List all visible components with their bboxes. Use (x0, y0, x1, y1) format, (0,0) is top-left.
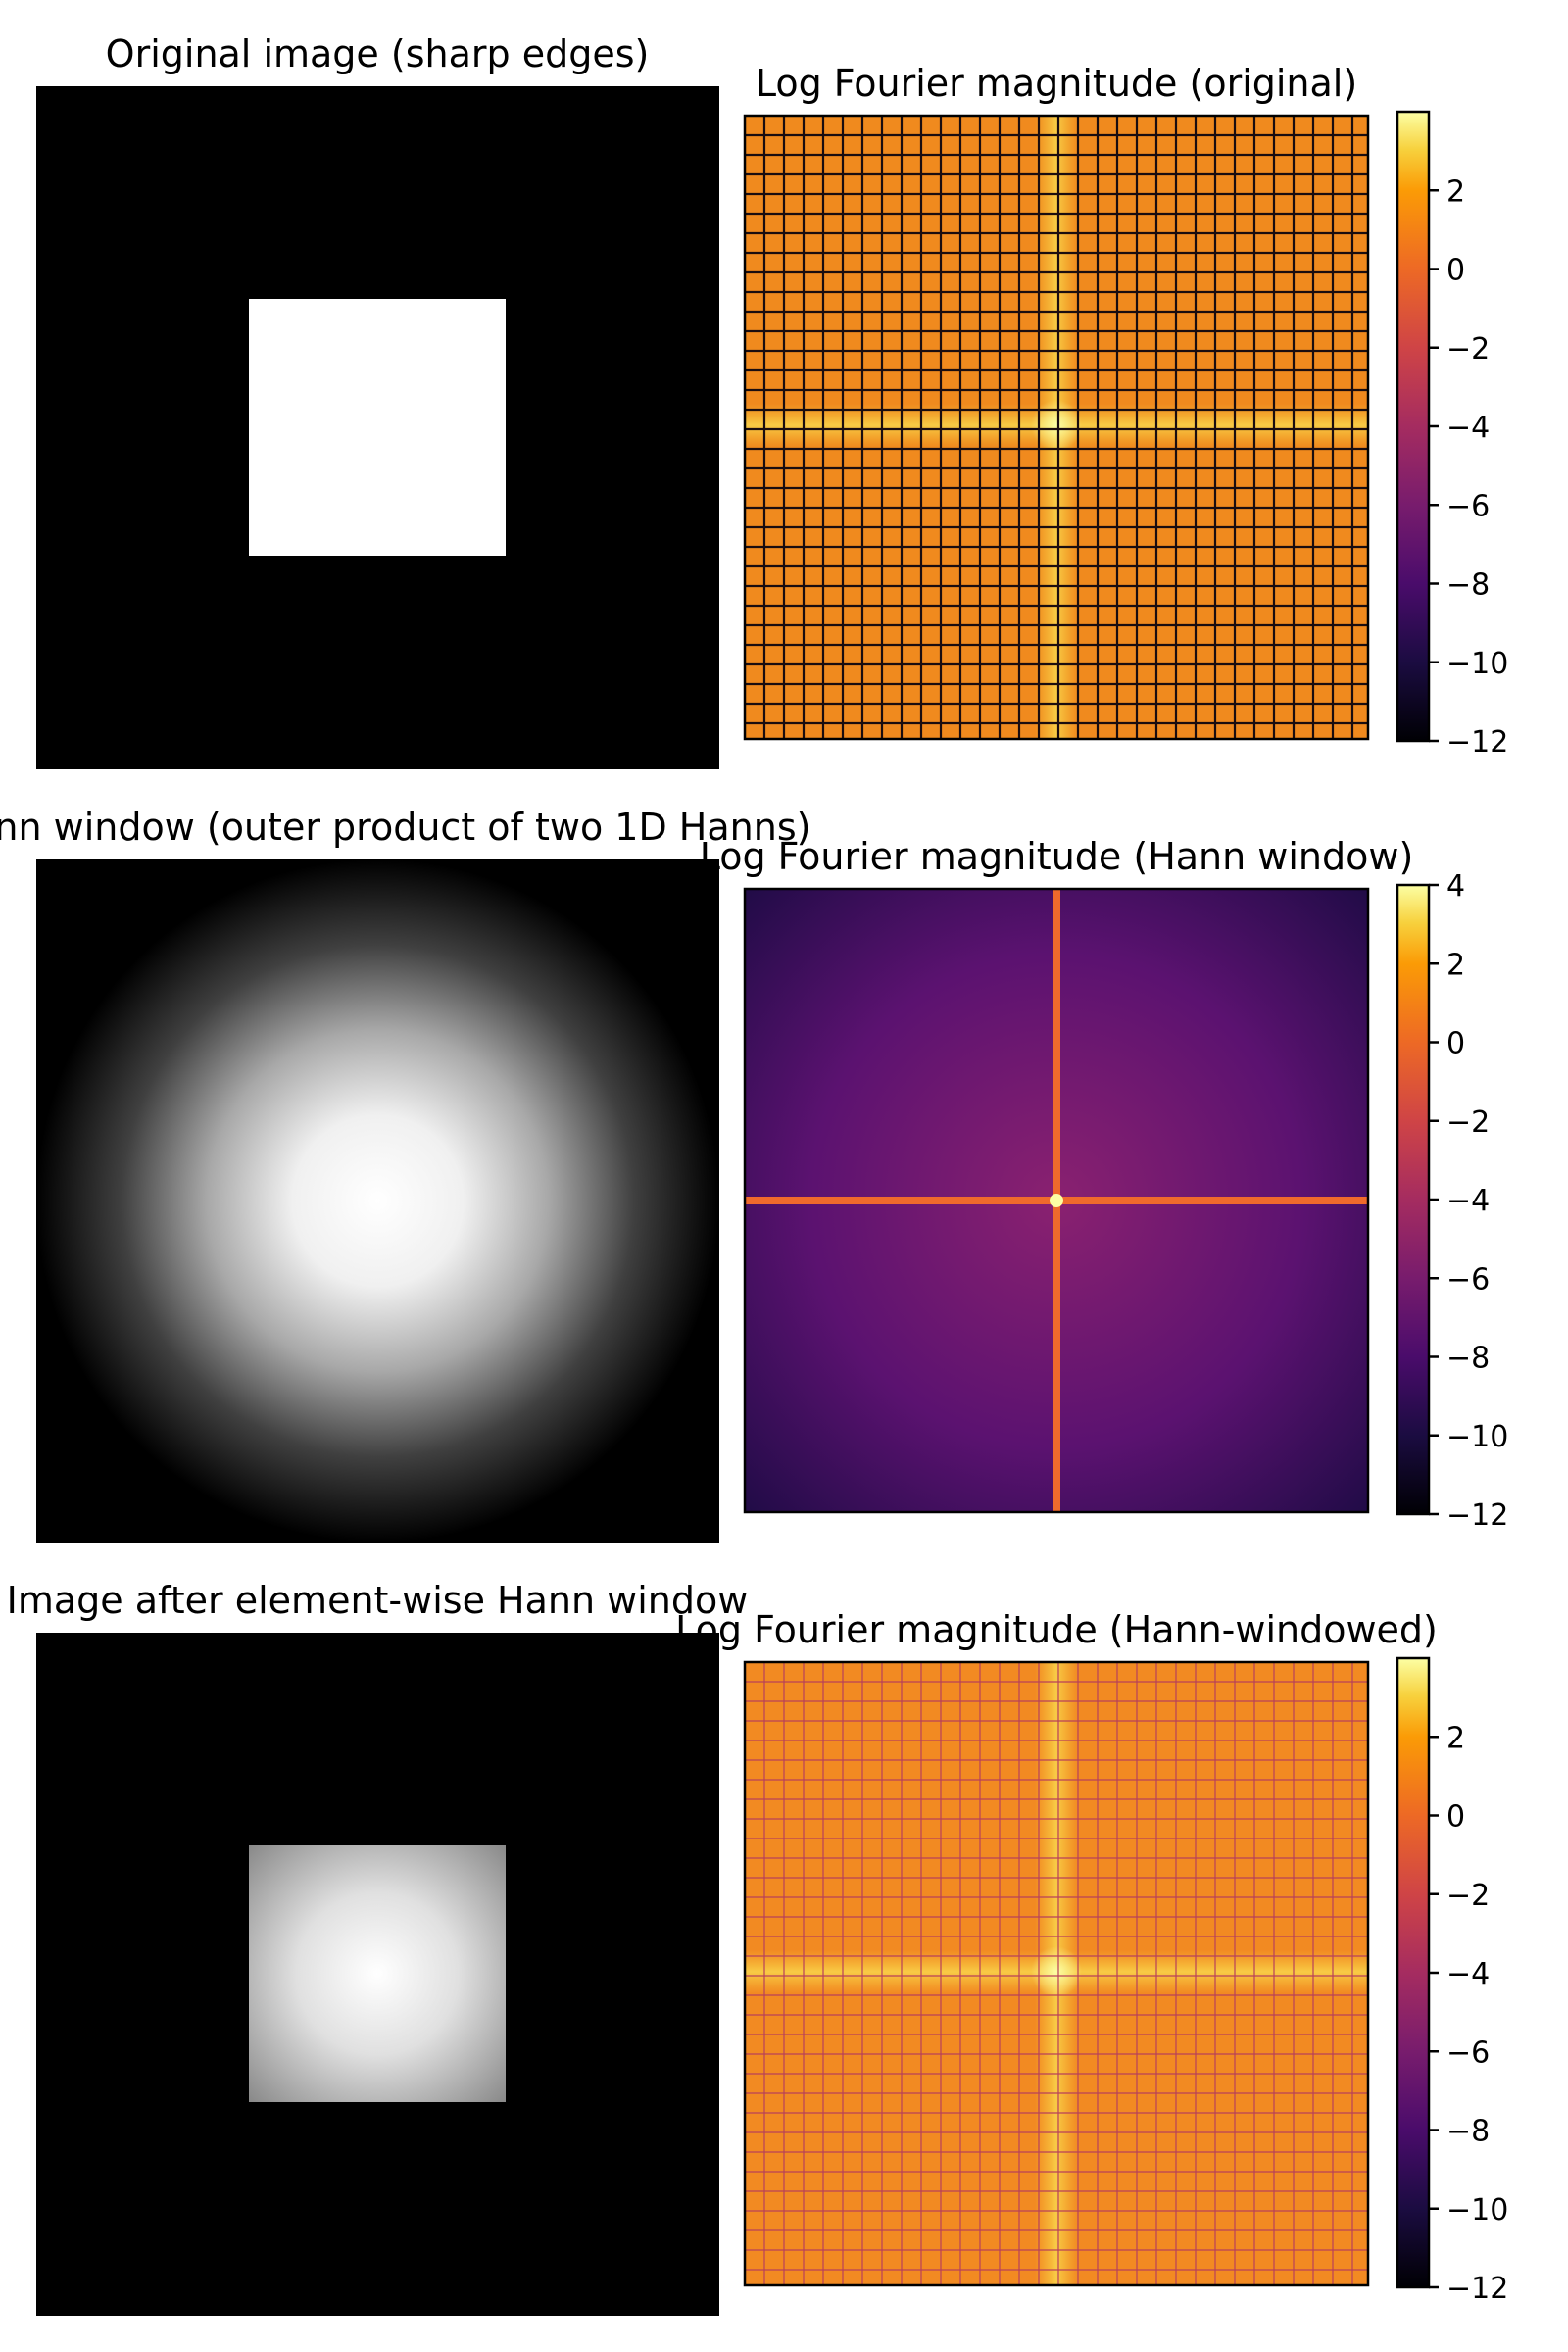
original-image-title: Original image (sharp edges) (106, 32, 650, 75)
colorbar-tick-label: −2 (1446, 1879, 1490, 1913)
log-fourier-hann-windowed-frame (743, 1660, 1370, 2287)
windowed-image-title: Image after element-wise Hann window (7, 1579, 749, 1622)
original-image-square (249, 299, 506, 556)
colorbar-tick-label: −10 (1446, 647, 1508, 681)
colorbar-tick-label: −6 (1446, 2035, 1490, 2070)
colorbar-tick-label: −10 (1446, 2193, 1508, 2228)
original-image-panel (36, 86, 719, 769)
log-fourier-original-lattice (745, 116, 1368, 739)
colorbar-tick-label: −10 (1446, 1420, 1508, 1454)
colorbar-tick-label: −12 (1446, 2272, 1508, 2306)
colorbar-tick-label: 2 (1446, 174, 1465, 209)
log-fourier-hann-windowed-lattice (745, 1662, 1368, 2285)
colorbar-tick-label: 2 (1446, 1721, 1465, 1755)
log-fourier-hann-window-center (1050, 1194, 1063, 1207)
windowed-image-panel (36, 1633, 719, 2316)
colorbar-hann-window: 4 2 0 −2 −4 −6 −8 −10 −12 (1396, 869, 1508, 1533)
log-fourier-original-center (1031, 400, 1082, 451)
log-fourier-original-panel (743, 114, 1370, 741)
hann-window-title: Hann window (outer product of two 1D Han… (0, 806, 810, 849)
hann-window-falloff (36, 859, 719, 1543)
colorbar-tick-label: −4 (1446, 411, 1490, 445)
colorbar-tick-label: 0 (1446, 254, 1465, 288)
log-fourier-original-frame (743, 114, 1370, 741)
log-fourier-hann-windowed-panel (743, 1660, 1370, 2287)
colorbar-tick-label: −6 (1446, 489, 1490, 523)
log-fourier-hann-windowed-center (1031, 1946, 1082, 1997)
colorbar-tick-label: 4 (1446, 869, 1465, 904)
log-fourier-hann-window-frame (743, 887, 1370, 1514)
log-fourier-hann-window-title: Log Fourier magnitude (Hann window) (700, 835, 1414, 878)
colorbar-tick-label: −4 (1446, 1957, 1490, 1991)
colorbar-tick-label: −8 (1446, 1342, 1490, 1376)
log-fourier-hann-windowed-title: Log Fourier magnitude (Hann-windowed) (675, 1608, 1438, 1651)
colorbar-tick-label: 0 (1446, 1800, 1465, 1835)
log-fourier-hann-window-panel (743, 887, 1370, 1514)
colorbar-tick-label: 0 (1446, 1027, 1465, 1061)
colorbar-tick-label: −8 (1446, 2115, 1490, 2149)
colorbar-original-gradient (1397, 112, 1429, 741)
colorbar-original: 2 0 −2 −4 −6 −8 −10 −12 (1396, 110, 1508, 760)
colorbar-hann-window-gradient (1397, 885, 1429, 1514)
colorbar-tick-label: 2 (1446, 948, 1465, 982)
colorbar-tick-label: −4 (1446, 1184, 1490, 1218)
colorbar-hann-windowed-gradient (1397, 1658, 1429, 2287)
colorbar-tick-label: −2 (1446, 332, 1490, 367)
colorbar-tick-label: −2 (1446, 1105, 1490, 1140)
windowed-image-square (249, 1845, 506, 2102)
colorbar-tick-label: −6 (1446, 1262, 1490, 1297)
colorbar-tick-label: −8 (1446, 568, 1490, 603)
colorbar-tick-label: −12 (1446, 725, 1508, 760)
hann-window-panel (36, 859, 719, 1543)
log-fourier-original-title: Log Fourier magnitude (original) (756, 62, 1357, 105)
colorbar-tick-label: −12 (1446, 1498, 1508, 1533)
colorbar-hann-windowed: 2 0 −2 −4 −6 −8 −10 −12 (1396, 1656, 1508, 2306)
